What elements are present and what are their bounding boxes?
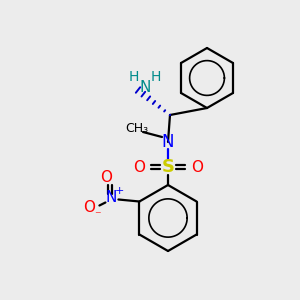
Text: CH₃: CH₃	[125, 122, 148, 134]
Text: S: S	[161, 158, 175, 176]
Text: ⁻: ⁻	[94, 209, 101, 222]
Text: +: +	[115, 187, 124, 196]
Text: N: N	[139, 80, 151, 94]
Text: O: O	[100, 170, 112, 185]
Text: H: H	[129, 70, 139, 84]
Text: O: O	[83, 200, 95, 215]
Text: N: N	[106, 190, 117, 205]
Text: H: H	[151, 70, 161, 84]
Text: N: N	[162, 133, 174, 151]
Text: O: O	[191, 160, 203, 175]
Text: O: O	[133, 160, 145, 175]
